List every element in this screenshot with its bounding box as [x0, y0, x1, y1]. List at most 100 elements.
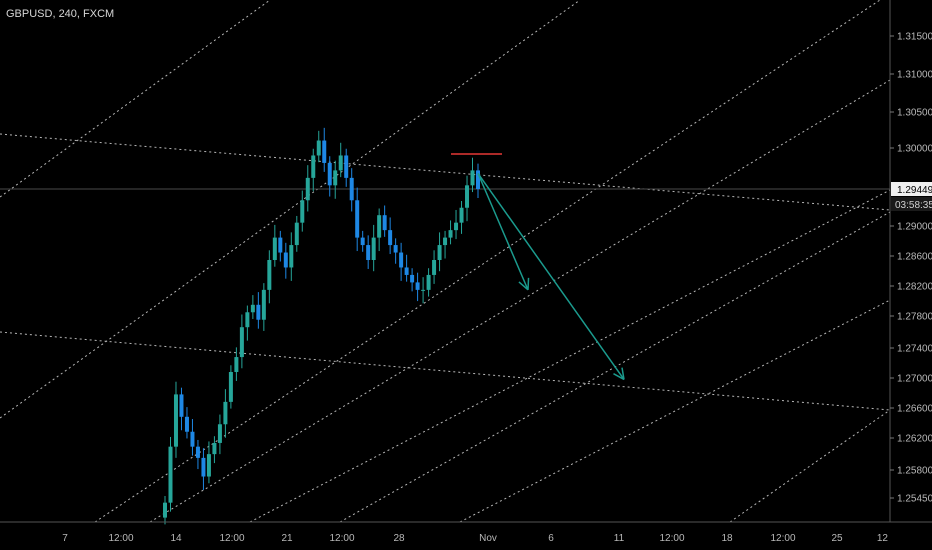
candle-body — [338, 155, 343, 171]
time-label: 18 — [721, 533, 733, 544]
channel-line[interactable] — [0, 331, 891, 411]
candle-body — [234, 357, 239, 372]
candle-body — [311, 155, 316, 178]
price-label: 1.25450 — [897, 494, 932, 505]
candle-body — [173, 394, 178, 447]
candle-body — [245, 312, 250, 328]
candle-body — [377, 215, 382, 238]
price-label: 1.31500 — [897, 32, 932, 43]
candle-body — [333, 170, 338, 186]
candle-body — [399, 252, 404, 268]
candle-body — [300, 200, 305, 223]
candle-body — [371, 237, 376, 260]
price-axis[interactable]: 1.31500 1.31000 1.30500 1.30000 1.29000 1.286… — [889, 0, 932, 522]
time-label: Nov — [479, 533, 497, 544]
candle-body — [272, 237, 277, 260]
channel-line[interactable] — [0, 133, 891, 211]
candle-body — [448, 230, 453, 238]
candle-body — [184, 416, 189, 432]
candle-body — [163, 502, 167, 518]
price-label: 1.31000 — [897, 70, 932, 81]
candle-body — [278, 237, 283, 253]
candle-body — [206, 454, 211, 477]
candle-body — [415, 282, 420, 290]
candle-body — [217, 424, 222, 443]
price-label: 1.29000 — [897, 222, 932, 233]
time-label: 12:00 — [108, 533, 133, 544]
current-price-value: 1.29449 — [897, 185, 932, 196]
candle-body — [355, 200, 360, 238]
candle-body — [190, 431, 195, 447]
countdown-value: 03:58:35 — [895, 200, 932, 211]
candle-body — [212, 442, 217, 455]
channel-line[interactable] — [149, 79, 891, 523]
candle-body — [426, 274, 431, 290]
price-label: 1.30000 — [897, 144, 932, 155]
time-label: 12 — [877, 533, 889, 544]
price-label: 1.28600 — [897, 252, 932, 263]
channel-line[interactable] — [249, 189, 891, 523]
candles — [163, 127, 480, 525]
candle-body — [294, 222, 299, 246]
time-label: 11 — [614, 533, 625, 544]
projection-arrowhead — [613, 373, 625, 381]
candle-body — [168, 446, 173, 503]
price-label: 1.27400 — [897, 344, 932, 355]
channel-line[interactable] — [94, 0, 881, 523]
candle-body — [432, 260, 437, 275]
projection-arrows[interactable] — [477, 172, 625, 381]
candle-body — [382, 215, 387, 231]
channel-line[interactable] — [0, 0, 581, 419]
time-axis-labels: 7 12:00 14 12:00 21 12:00 28 Nov 6 11 12:00 18 12:00… — [62, 533, 888, 544]
time-label: 25 — [831, 533, 843, 544]
candle-body — [316, 140, 321, 156]
candle-body — [239, 327, 244, 358]
candle-body — [179, 394, 184, 417]
time-label: 28 — [393, 533, 405, 544]
symbol-title: GBPUSD, 240, FXCM — [6, 8, 115, 20]
candle-body — [454, 222, 459, 231]
candle-body — [201, 457, 206, 477]
candle-body — [261, 289, 266, 320]
candle-body — [195, 446, 200, 458]
projection-arrow[interactable] — [477, 172, 625, 380]
candle-body — [443, 237, 448, 246]
time-label: 14 — [170, 533, 182, 544]
projection-arrowhead — [527, 277, 530, 290]
candle-body — [289, 245, 294, 268]
channel-line[interactable] — [0, 0, 271, 198]
candle-body — [476, 170, 480, 190]
price-label: 1.26200 — [897, 434, 932, 445]
candle-body — [267, 260, 272, 290]
current-price-tag — [891, 182, 932, 196]
time-axis[interactable]: 7 12:00 14 12:00 21 12:00 28 Nov 6 11 12:00 18 12:00… — [0, 521, 932, 544]
price-label: 1.25800 — [897, 466, 932, 477]
time-label: 6 — [548, 533, 554, 544]
projection-arrow[interactable] — [477, 173, 529, 291]
candle-body — [228, 372, 233, 402]
candle-body — [366, 245, 371, 260]
candle-body — [256, 304, 261, 320]
time-label: 12:00 — [659, 533, 684, 544]
candle-body — [393, 245, 398, 253]
price-label: 1.28200 — [897, 282, 932, 293]
candle-body — [327, 162, 332, 186]
candle-body — [410, 274, 415, 283]
candle-body — [465, 185, 470, 208]
candle-body — [437, 245, 442, 260]
parallel-channel-lines[interactable] — [0, 0, 891, 523]
time-label: 21 — [281, 533, 293, 544]
price-label: 1.27800 — [897, 312, 932, 323]
candle-body — [344, 155, 349, 178]
channel-line[interactable] — [459, 299, 891, 523]
projection-arrowhead — [518, 281, 529, 291]
candle-body — [322, 140, 327, 163]
time-label: 7 — [62, 533, 68, 544]
projection-arrowhead — [621, 367, 625, 380]
time-label: 12:00 — [329, 533, 354, 544]
candle-body — [388, 230, 393, 246]
candle-body — [421, 289, 426, 291]
candle-body — [360, 237, 365, 246]
price-label: 1.26600 — [897, 404, 932, 415]
